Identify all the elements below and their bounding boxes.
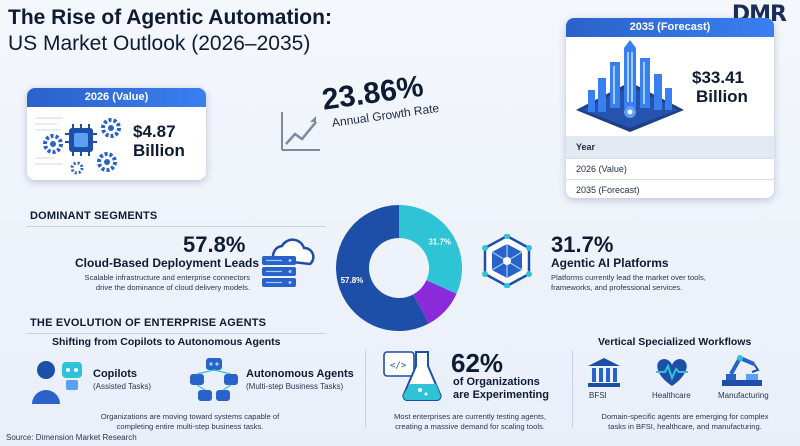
donut-slice <box>336 205 429 331</box>
heart-pulse-icon <box>656 359 688 386</box>
page-subtitle: US Market Outlook (2026–2035) <box>8 32 311 55</box>
vertical-item-healthcare: Healthcare <box>652 391 691 400</box>
year-table-row: 2026 (Value) <box>566 158 774 179</box>
platforms-desc-line: frameworks, and professional services. <box>551 283 683 292</box>
forecast-2035-card: 2035 (Forecast) $33.41 Billion <box>566 18 774 198</box>
cloud-desc-line: drive the dominance of cloud delivery mo… <box>95 283 250 292</box>
platforms-desc: Platforms currently lead the market over… <box>551 273 781 293</box>
year-table-row: 2035 (Forecast) <box>566 179 774 198</box>
experiment-pct: 62% <box>451 348 504 378</box>
donut-label: 31.7% <box>428 238 451 247</box>
shift-desc-line: Organizations are moving toward systems … <box>100 412 280 421</box>
cloud-desc: Scalable infrastructure and enterprise c… <box>24 273 250 293</box>
year-table: Year 2026 (Value) 2035 (Forecast) <box>566 136 774 198</box>
source-note: Source: Dimension Market Research <box>6 433 137 442</box>
chip-gears-icon <box>35 117 121 175</box>
cloud-pct: 57.8% <box>183 232 246 257</box>
vertical-item-manufacturing: Manufacturing <box>718 391 769 400</box>
shift-desc-line: completing entire multi-step business ta… <box>116 422 264 431</box>
section-divider <box>365 350 366 428</box>
experiment-line2: are Experimenting <box>453 389 549 401</box>
value-2026-unit: Billion <box>133 141 185 160</box>
platforms-desc-line: Platforms currently lead the market over… <box>551 273 706 282</box>
experiment-line1: of Organizations <box>453 376 540 388</box>
donut-slice <box>399 205 462 294</box>
segments-donut-chart: 57.8% 31.7% <box>336 205 462 331</box>
agents-robots-icon <box>190 358 238 401</box>
year-table-header: Year <box>566 136 774 158</box>
platforms-title: Agentic AI Platforms <box>551 256 669 270</box>
value-2026-amount: $4.87 <box>133 122 176 141</box>
section-divider <box>572 350 573 428</box>
vertical-desc-line: tasks in BFSI, healthcare, and manufactu… <box>608 422 762 431</box>
platforms-pct: 31.7% <box>551 232 614 257</box>
value-2026-card: 2026 (Value) $4.87 <box>27 88 206 180</box>
value-2026-label: 2026 (Value) <box>27 88 206 107</box>
copilot-person-icon <box>32 361 82 404</box>
city-network-icon <box>576 40 684 132</box>
bank-icon <box>588 358 620 387</box>
segments-heading: DOMINANT SEGMENTS <box>30 210 158 222</box>
growth-chart-icon <box>281 112 320 151</box>
experiment-desc-line: creating a massive demand for scaling to… <box>395 422 545 431</box>
experiment-desc-line: Most enterprises are currently testing a… <box>394 412 546 421</box>
forecast-2035-label: 2035 (Forecast) <box>566 18 774 37</box>
vertical-desc-line: Domain-specific agents are emerging for … <box>601 412 769 421</box>
cloud-server-icon <box>262 238 315 287</box>
experiment-desc: Most enterprises are currently testing a… <box>370 412 570 432</box>
shift-title: Shifting from Copilots to Autonomous Age… <box>52 336 281 348</box>
cloud-desc-line: Scalable infrastructure and enterprise c… <box>84 273 250 282</box>
network-hexagon-icon <box>482 234 532 288</box>
copilots-label: Copilots <box>93 368 137 380</box>
agents-label: Autonomous Agents <box>246 368 354 380</box>
shift-desc: Organizations are moving toward systems … <box>60 412 320 432</box>
evolution-heading: THE EVOLUTION OF ENTERPRISE AGENTS <box>30 317 267 329</box>
donut-label: 57.8% <box>341 276 364 285</box>
page-title: The Rise of Agentic Automation: <box>8 6 332 29</box>
vertical-item-bfsi: BFSI <box>589 391 607 400</box>
segments-divider <box>26 226 326 227</box>
donut-slice <box>413 280 457 324</box>
vertical-desc: Domain-specific agents are emerging for … <box>578 412 792 432</box>
copilots-sub: (Assisted Tasks) <box>93 382 152 391</box>
svg-text:</>: </> <box>390 361 407 371</box>
robot-arm-icon <box>722 355 762 386</box>
forecast-2035-unit: Billion <box>696 87 748 106</box>
cloud-title: Cloud-Based Deployment Leads <box>75 256 260 270</box>
lab-flask-icon: </> <box>383 351 442 402</box>
agents-sub: (Multi-step Business Tasks) <box>246 382 344 391</box>
forecast-2035-amount: $33.41 <box>692 68 744 87</box>
vertical-title: Vertical Specialized Workflows <box>598 336 752 348</box>
evolution-divider <box>26 333 326 334</box>
